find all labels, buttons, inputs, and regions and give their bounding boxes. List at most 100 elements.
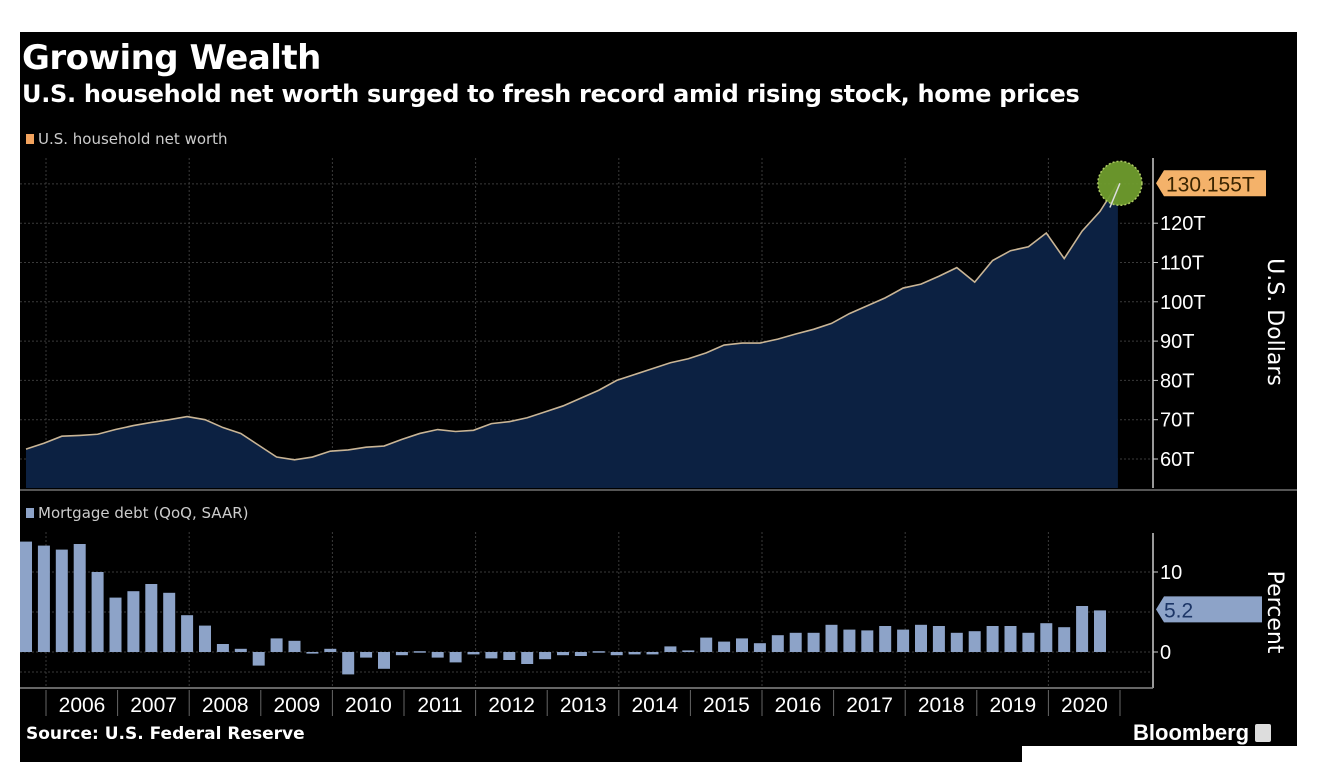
mortgage-bar <box>109 597 122 652</box>
net-worth-line <box>25 182 1119 461</box>
mortgage-bar <box>216 644 229 652</box>
legend-swatch-orange <box>26 134 34 144</box>
x-tick-label: 2011 <box>417 694 462 717</box>
mortgage-bar <box>431 652 444 658</box>
mortgage-bar <box>91 572 104 652</box>
mortgage-bar <box>736 638 748 652</box>
net-worth-line-end <box>1109 183 1121 208</box>
mortgage-bar <box>825 624 838 652</box>
mortgage-bar <box>37 545 50 652</box>
y-tick-label: 120T <box>1160 213 1206 235</box>
mortgage-bar <box>664 646 677 652</box>
mortgage-bar <box>521 652 534 664</box>
mortgage-bar <box>932 626 945 652</box>
legend-swatch-blue <box>26 508 34 518</box>
mortgage-bar <box>968 631 981 652</box>
mortgage-bar <box>1004 626 1017 652</box>
mortgage-bar <box>628 652 641 655</box>
y-tick-label: 110T <box>1160 253 1204 275</box>
mortgage-bar <box>557 652 569 656</box>
mortgage-bar <box>378 652 390 669</box>
mortgage-bar <box>395 652 408 656</box>
x-tick-label: 2014 <box>631 694 678 717</box>
mortgage-bar <box>718 641 731 652</box>
mortgage-bar <box>771 635 784 652</box>
y-axis-title-top: U.S. Dollars <box>1262 258 1287 386</box>
x-tick-label: 2015 <box>703 694 750 717</box>
mortgage-bar <box>306 652 319 654</box>
bloomberg-logo: Bloomberg <box>1133 720 1272 746</box>
mortgage-bar <box>234 648 247 652</box>
y-tick-label: 0 <box>1160 642 1171 664</box>
x-tick-label: 2007 <box>130 694 177 717</box>
brand-text: Bloomberg <box>1133 720 1250 745</box>
y-axis-title-bottom: Percent <box>1262 571 1287 654</box>
x-tick-label: 2013 <box>560 694 607 717</box>
x-tick-label: 2019 <box>989 694 1036 717</box>
mortgage-bar <box>682 650 695 652</box>
chart-title: Growing Wealth <box>22 38 321 78</box>
mortgage-bar <box>592 651 605 653</box>
mortgage-bar <box>181 615 194 652</box>
mortgage-bar <box>861 630 874 652</box>
mortgage-bar <box>73 544 86 652</box>
x-tick-label: 2012 <box>488 694 535 717</box>
x-tick-label: 2020 <box>1061 694 1108 717</box>
y-tick-label: 70T <box>1160 410 1194 432</box>
y-tick-label: 90T <box>1160 331 1194 353</box>
mortgage-bar <box>574 652 587 656</box>
mortgage-bar <box>1040 623 1053 652</box>
mortgage-bar <box>1022 632 1035 652</box>
mortgage-bar <box>610 652 623 656</box>
x-tick-label: 2010 <box>345 694 392 717</box>
mortgage-bar <box>342 652 355 675</box>
mortgage-bar <box>807 632 820 652</box>
mortgage-bar <box>145 584 158 652</box>
y-tick-label: 100T <box>1160 292 1206 314</box>
mortgage-bar <box>127 591 140 652</box>
image-margin <box>1022 746 1324 762</box>
mortgage-bar <box>449 652 462 663</box>
mortgage-callout-label: 5.2 <box>1164 599 1193 622</box>
mortgage-bar <box>700 637 713 652</box>
mortgage-bar <box>467 652 480 655</box>
x-tick-label: 2008 <box>202 694 249 717</box>
mortgage-bar <box>986 626 999 652</box>
legend-label: Mortgage debt (QoQ, SAAR) <box>38 504 249 522</box>
x-tick-label: 2016 <box>775 694 822 717</box>
legend-label: U.S. household net worth <box>38 130 228 148</box>
y-tick-label: 80T <box>1160 370 1194 392</box>
mortgage-bar <box>950 632 963 652</box>
mortgage-bar <box>753 643 766 652</box>
mortgage-bar <box>503 652 516 660</box>
bloomberg-terminal-icon <box>1255 724 1272 742</box>
mortgage-bar <box>897 629 910 652</box>
mortgage-bar <box>413 651 426 653</box>
mortgage-bar <box>843 629 856 652</box>
mortgage-bar <box>789 632 802 652</box>
mortgage-bar <box>1058 627 1071 652</box>
mortgage-bar <box>360 652 373 658</box>
mortgage-bar <box>199 625 211 652</box>
x-tick-label: 2009 <box>273 694 320 717</box>
legend-mortgage-debt: Mortgage debt (QoQ, SAAR) <box>26 504 249 522</box>
mortgage-bar <box>879 626 892 652</box>
mortgage-callout-box <box>1156 596 1262 623</box>
x-tick-label: 2018 <box>918 694 965 717</box>
mortgage-bar <box>55 549 68 652</box>
mortgage-bar <box>539 652 552 660</box>
mortgage-bar <box>1076 606 1089 652</box>
x-tick-label: 2017 <box>846 694 893 717</box>
y-tick-label: 10 <box>1160 562 1182 584</box>
net-worth-area <box>26 183 1118 489</box>
mortgage-bar <box>270 638 283 652</box>
source-note: Source: U.S. Federal Reserve <box>26 724 305 744</box>
net-worth-callout-box <box>1156 170 1266 197</box>
mortgage-bar <box>324 648 337 652</box>
mortgage-bar <box>646 652 659 655</box>
y-tick-label: 60T <box>1160 449 1194 471</box>
mortgage-bar <box>915 624 927 652</box>
legend-net-worth: U.S. household net worth <box>26 130 228 148</box>
mortgage-bar <box>1094 610 1106 652</box>
